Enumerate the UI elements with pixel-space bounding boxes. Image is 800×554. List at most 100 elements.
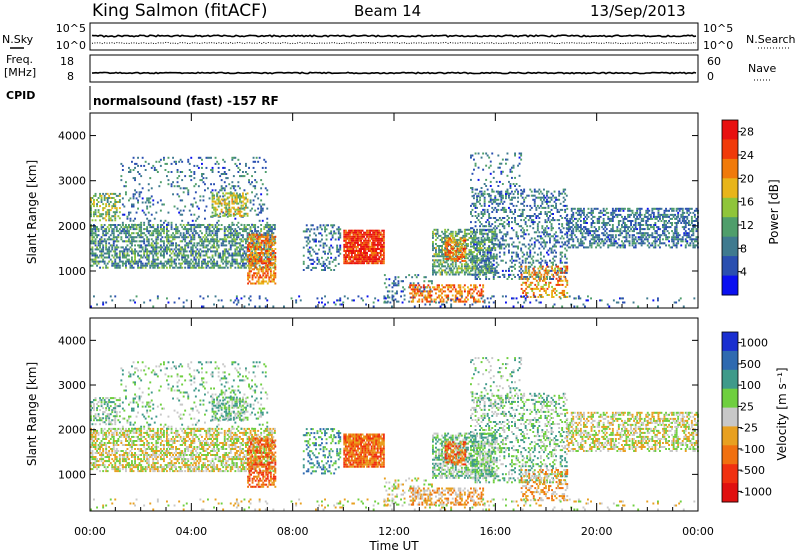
power-cell <box>121 230 124 233</box>
power-cell <box>159 224 162 226</box>
power-cell <box>266 241 269 244</box>
power-cell <box>240 228 243 231</box>
power-cell <box>159 238 162 241</box>
power-cell <box>118 207 121 210</box>
power-cell <box>182 232 185 235</box>
power-cell <box>505 195 507 198</box>
power-cell <box>524 196 527 199</box>
power-cell <box>262 278 265 281</box>
power-cell <box>115 201 118 203</box>
power-cell <box>134 223 136 226</box>
power-cell <box>381 254 384 257</box>
power-cell <box>520 247 523 250</box>
power-cell <box>364 243 367 246</box>
power-cell <box>308 230 311 233</box>
power-cell <box>474 259 477 262</box>
power-cell <box>191 250 194 253</box>
power-cell <box>143 242 146 245</box>
power-cell <box>501 269 504 272</box>
power-cell <box>480 229 483 232</box>
power-cell <box>207 238 209 241</box>
power-cell <box>459 288 462 291</box>
power-cell <box>559 245 562 248</box>
power-cell <box>526 257 529 260</box>
power-cell <box>439 255 442 258</box>
power-cell <box>167 236 170 239</box>
power-cell <box>190 171 193 173</box>
power-cell <box>482 152 485 155</box>
power-cell <box>187 191 190 194</box>
power-cell <box>90 240 92 243</box>
power-cell <box>441 230 443 233</box>
power-cell <box>544 213 547 215</box>
power-cell <box>518 156 521 159</box>
power-cell <box>140 266 143 269</box>
power-cell <box>237 202 240 205</box>
power-cell <box>536 196 539 199</box>
power-cell <box>240 195 243 198</box>
power-cell <box>176 193 179 196</box>
power-cell <box>158 246 161 249</box>
power-cell <box>146 230 149 233</box>
power-cell <box>105 244 108 247</box>
power-cell <box>497 243 500 246</box>
power-cell <box>216 244 219 247</box>
power-cell <box>268 278 271 281</box>
power-cell <box>452 241 455 244</box>
power-cell <box>382 248 385 250</box>
power-cell <box>155 254 158 257</box>
power-cell <box>155 238 158 241</box>
power-cell <box>552 219 554 222</box>
power-cell <box>216 198 219 201</box>
power-cell <box>476 231 478 234</box>
power-cell <box>126 258 129 261</box>
power-cell <box>498 276 501 278</box>
power-cell <box>477 298 480 301</box>
power-cell <box>202 199 205 202</box>
power-cell <box>514 154 516 157</box>
power-cell <box>181 199 184 202</box>
power-cell <box>235 230 238 233</box>
power-cell <box>520 152 523 155</box>
power-cell <box>185 230 188 233</box>
power-cell <box>147 183 150 186</box>
power-cell <box>471 251 474 254</box>
power-cell <box>222 266 225 269</box>
power-cell <box>441 249 443 252</box>
power-cell <box>491 152 494 155</box>
power-cell <box>369 235 372 238</box>
power-cell <box>376 245 379 248</box>
power-cell <box>152 250 155 253</box>
power-cell <box>226 266 229 269</box>
power-cell <box>253 282 255 285</box>
power-cell <box>394 282 397 285</box>
nsearch-tick-bottom: 10^0 <box>703 39 733 52</box>
power-cell <box>146 199 149 202</box>
power-cell <box>128 171 130 173</box>
power-cell <box>115 266 118 269</box>
power-cell <box>505 235 507 238</box>
power-cell <box>207 250 209 253</box>
power-cell <box>474 236 477 239</box>
power-cell <box>479 245 481 247</box>
power-cell <box>480 204 483 207</box>
power-cell <box>349 262 352 265</box>
power-cell <box>523 233 526 236</box>
power-cell <box>564 233 567 236</box>
power-cell <box>337 262 340 265</box>
power-cell <box>269 266 272 269</box>
power-cell <box>316 256 319 259</box>
power-cell <box>150 264 153 267</box>
power-cell <box>131 236 133 239</box>
power-cell <box>509 211 512 213</box>
power-cell <box>492 176 495 179</box>
power-cell <box>235 234 238 237</box>
power-cell <box>248 232 250 235</box>
power-cell <box>220 202 223 205</box>
power-cell <box>242 200 244 203</box>
power-cell <box>480 194 483 197</box>
power-cell <box>182 260 185 263</box>
power-cell <box>150 213 153 216</box>
power-cell <box>243 208 246 211</box>
power-cell <box>565 261 568 264</box>
